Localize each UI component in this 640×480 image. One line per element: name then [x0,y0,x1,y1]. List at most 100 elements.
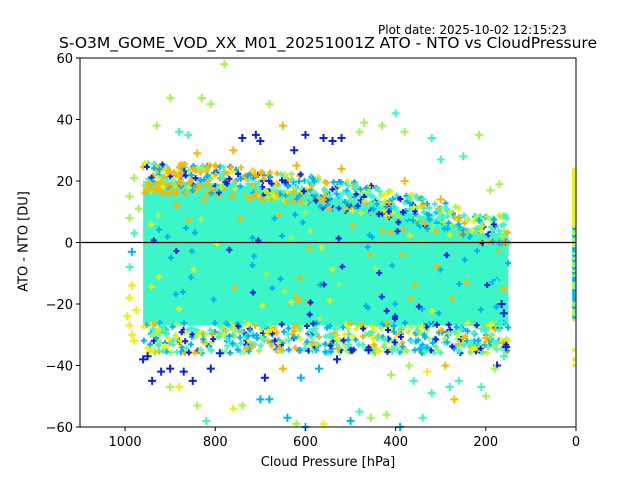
cloud-point [389,348,396,355]
cloud-point [350,333,357,340]
cloud-point [471,235,478,242]
x-tick-label: 600 [293,435,318,450]
cloud-point [279,232,286,239]
cloud-point [392,313,399,320]
cloud-point [451,224,458,231]
cloud-point [234,346,241,353]
cloud-point [179,161,186,168]
cloud-point [426,205,433,212]
cloud-point [276,254,283,261]
cloud-point [275,340,282,347]
cloud-point [433,321,440,328]
cloud-point [374,334,381,341]
cloud-point [259,302,266,309]
scatter-point [127,281,136,290]
cloud-point [388,268,395,275]
cloud-point [446,330,453,337]
cloud-point [342,199,349,206]
scatter-point [278,121,287,130]
cloud-point [152,329,159,336]
cloud-point [354,202,361,209]
cloud-point [167,173,174,180]
cloud-point [435,207,442,214]
cloud-point [482,319,489,326]
cloud-point [351,291,358,298]
cloud-point [187,319,194,326]
cloud-point [229,340,236,347]
cloud-point [288,171,295,178]
cloud-point [458,326,465,333]
cloud-point [260,176,267,183]
cloud-point [188,171,195,178]
cloud-point [230,168,237,175]
cloud-point [285,346,292,353]
cloud-point [266,218,273,225]
cloud-point [413,327,420,334]
scatter-point [337,164,346,173]
cloud-point [200,336,207,343]
cloud-point [402,262,409,269]
cloud-point [371,304,378,311]
cloud-point [419,305,426,312]
cloud-point [187,233,194,240]
scatter-point [346,416,355,425]
cloud-point [154,185,161,192]
cloud-point [316,195,323,202]
cloud-point [197,169,204,176]
y-tick-label: −20 [46,298,73,313]
cloud-point [228,192,235,199]
cloud-point [464,279,471,286]
cloud-point [274,170,281,177]
cloud-point [373,201,380,208]
scatter-point [139,355,148,364]
cloud-point [182,224,189,231]
cloud-point [353,325,360,332]
cloud-point [477,306,484,313]
cloud-point [302,199,309,206]
cloud-point [395,212,402,219]
cloud-point [335,235,342,242]
cloud-point [425,335,432,342]
cloud-point [172,291,179,298]
cloud-point [494,339,501,346]
cloud-point [182,338,189,345]
cloud-point [479,222,486,229]
cloud-point [150,337,157,344]
cloud-point [503,215,510,222]
cloud-point [257,342,264,349]
cloud-point [333,286,340,293]
cloud-point [238,164,245,171]
cloud-point [226,246,233,253]
cloud-point [503,336,510,343]
dense-point-cloud [140,159,576,368]
cloud-point [309,175,316,182]
cloud-point [415,324,422,331]
cloud-point [374,186,381,193]
cloud-point [391,339,398,346]
cloud-point [393,192,400,199]
cloud-point [433,223,440,230]
cloud-point [395,346,402,353]
cloud-point [336,205,343,212]
scatter-point [229,404,238,413]
scatter-point [475,130,484,139]
cloud-point [394,228,401,235]
cloud-point [383,212,390,219]
cloud-point [175,164,182,171]
cloud-point [188,274,195,281]
scatter-point [290,146,299,155]
cloud-point [426,216,433,223]
cloud-point [167,254,174,261]
scatter-point [486,321,495,330]
cloud-point [327,348,334,355]
cloud-point [220,174,227,181]
cloud-point [291,334,298,341]
scatter-point [283,413,292,422]
scatter-point [143,352,152,361]
cloud-point [364,244,371,251]
cloud-point [187,341,194,348]
cloud-point [255,184,262,191]
cloud-point [421,334,428,341]
scatter-point [152,121,161,130]
cloud-point [262,187,269,194]
